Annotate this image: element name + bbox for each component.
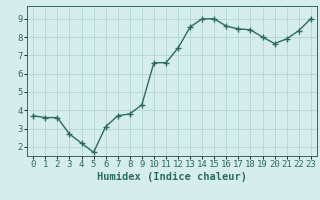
X-axis label: Humidex (Indice chaleur): Humidex (Indice chaleur)	[97, 172, 247, 182]
